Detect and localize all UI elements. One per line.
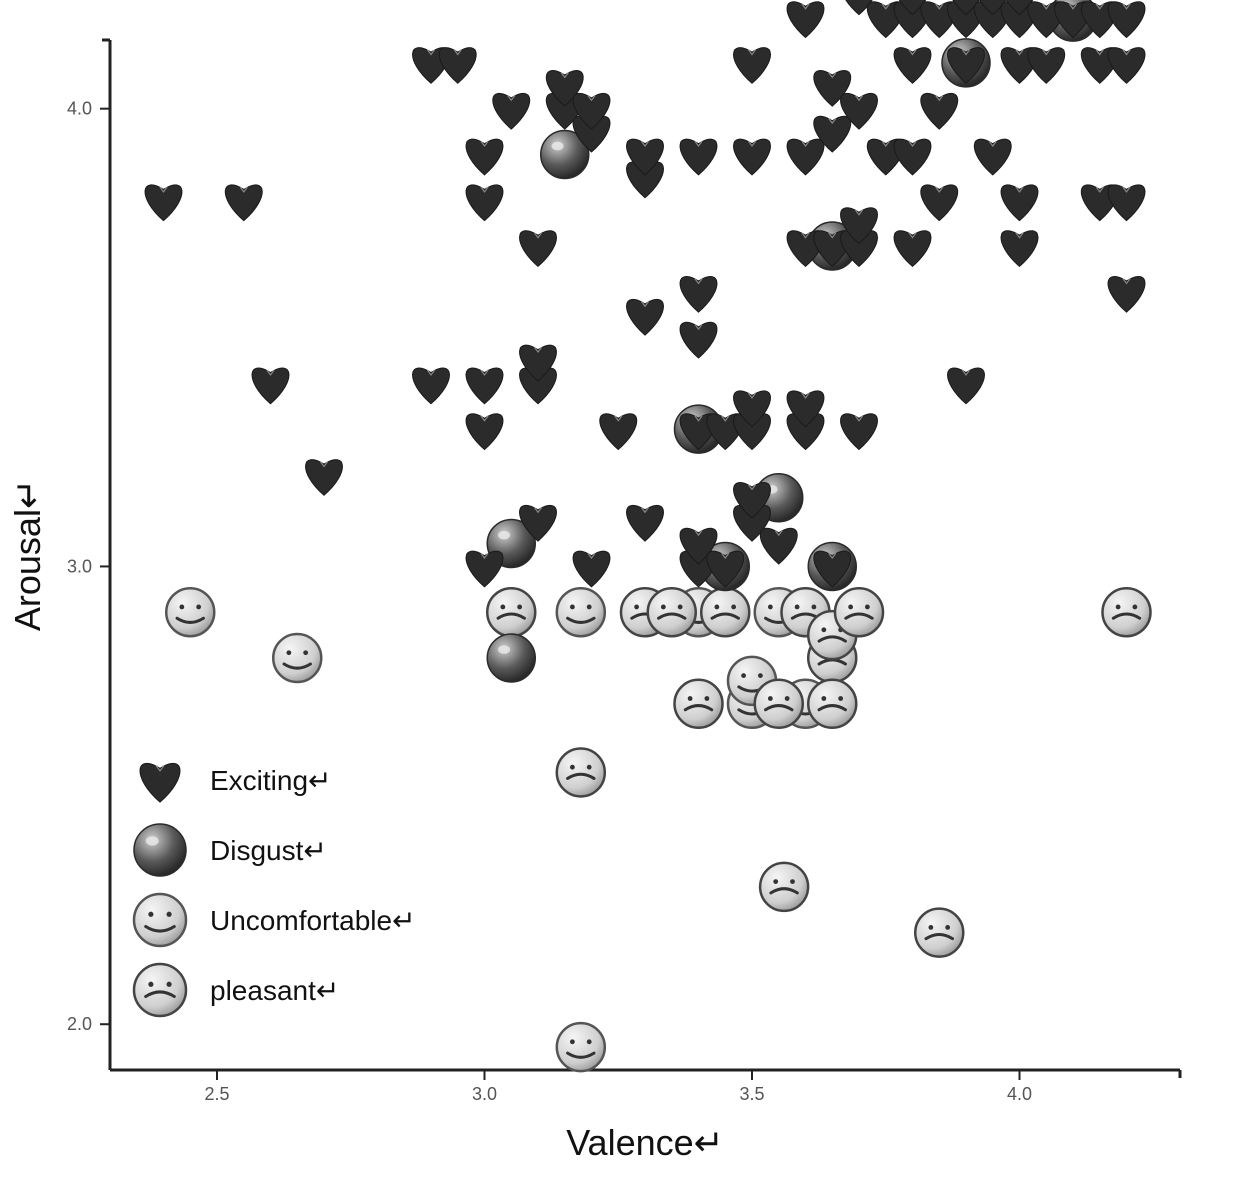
- data-point: [166, 588, 214, 636]
- data-point: [487, 634, 535, 682]
- legend-label: Uncomfortable↵: [210, 905, 416, 936]
- data-point: [145, 185, 182, 221]
- data-point: [225, 185, 262, 221]
- data-point: [557, 588, 605, 636]
- data-point: [557, 1023, 605, 1071]
- x-tick-label: 4.0: [1007, 1084, 1032, 1104]
- data-point: [760, 528, 797, 564]
- data-point: [134, 894, 186, 946]
- data-point: [1103, 588, 1151, 636]
- data-point: [915, 909, 963, 957]
- data-point: [1108, 48, 1145, 84]
- data-point: [627, 299, 664, 335]
- data-point: [787, 139, 824, 175]
- y-tick-label: 2.0: [67, 1014, 92, 1034]
- data-point: [701, 588, 749, 636]
- data-point: [273, 634, 321, 682]
- data-point: [974, 139, 1011, 175]
- legend-label: Disgust↵: [210, 835, 327, 866]
- data-point: [894, 139, 931, 175]
- data-point: [252, 368, 289, 404]
- data-point: [466, 185, 503, 221]
- legend-label: pleasant↵: [210, 975, 339, 1006]
- data-point: [134, 964, 186, 1016]
- data-point: [760, 863, 808, 911]
- data-point: [675, 680, 723, 728]
- x-tick-label: 2.5: [204, 1084, 229, 1104]
- data-point: [894, 231, 931, 267]
- data-point: [487, 588, 535, 636]
- data-point: [600, 414, 637, 450]
- data-point: [921, 185, 958, 221]
- y-tick-label: 4.0: [67, 99, 92, 119]
- data-point: [1108, 276, 1145, 312]
- data-point: [520, 231, 557, 267]
- data-point: [466, 414, 503, 450]
- data-point: [306, 460, 343, 496]
- data-point: [140, 763, 180, 802]
- data-point: [627, 505, 664, 541]
- data-point: [134, 824, 186, 876]
- x-tick-label: 3.0: [472, 1084, 497, 1104]
- data-point: [948, 368, 985, 404]
- legend-label: Exciting↵: [210, 765, 332, 796]
- data-point: [680, 276, 717, 312]
- data-point: [734, 48, 771, 84]
- data-point: [466, 139, 503, 175]
- data-point: [680, 322, 717, 358]
- scatter-chart: 2.5 3.0 3.5 4.0 2.0 3.0 4.0 Arousal↵ Valence↵ Exc…: [0, 0, 1240, 1192]
- data-point: [648, 588, 696, 636]
- data-point: [680, 139, 717, 175]
- data-point: [787, 2, 824, 38]
- data-point: [894, 48, 931, 84]
- data-point: [835, 588, 883, 636]
- data-point: [493, 93, 530, 129]
- data-point: [439, 48, 476, 84]
- data-point: [1001, 185, 1038, 221]
- y-tick-label: 3.0: [67, 556, 92, 576]
- y-axis-label: Arousal↵: [7, 479, 48, 631]
- data-point: [841, 414, 878, 450]
- data-point: [466, 551, 503, 587]
- data-point: [1108, 2, 1145, 38]
- data-point: [557, 748, 605, 796]
- data-point: [734, 139, 771, 175]
- x-tick-label: 3.5: [739, 1084, 764, 1104]
- chart-svg: 2.5 3.0 3.5 4.0 2.0 3.0 4.0 Arousal↵ Valence↵ Exc…: [0, 0, 1240, 1192]
- data-point: [1001, 231, 1038, 267]
- data-point: [413, 368, 450, 404]
- data-point: [755, 680, 803, 728]
- data-point: [1108, 185, 1145, 221]
- data-point: [466, 368, 503, 404]
- data-point: [1028, 48, 1065, 84]
- data-point: [573, 551, 610, 587]
- x-axis-label: Valence↵: [566, 1122, 724, 1163]
- data-point: [921, 93, 958, 129]
- data-point: [808, 680, 856, 728]
